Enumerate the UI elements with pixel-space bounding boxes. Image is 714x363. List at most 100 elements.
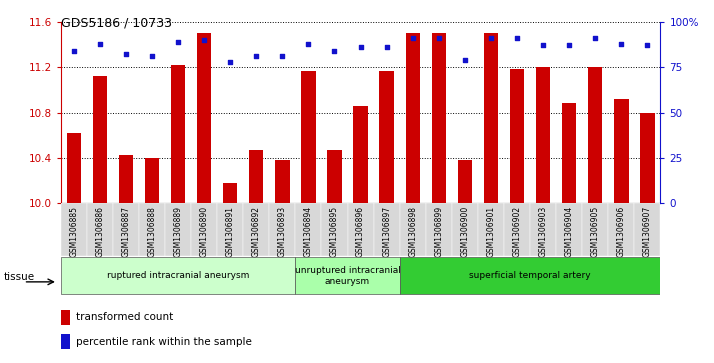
Bar: [379, 70, 394, 203]
Bar: [275, 160, 289, 203]
Bar: [634, 203, 660, 256]
Bar: [426, 203, 452, 256]
Text: GSM1306906: GSM1306906: [617, 206, 626, 257]
Bar: [348, 203, 373, 256]
Bar: [608, 203, 634, 256]
Bar: [171, 65, 185, 203]
Point: [433, 35, 445, 41]
Bar: [191, 203, 217, 256]
Point: [590, 35, 601, 41]
Bar: [536, 67, 550, 203]
Text: GSM1306903: GSM1306903: [538, 206, 548, 257]
Bar: [406, 33, 420, 203]
Bar: [458, 160, 472, 203]
Bar: [530, 203, 556, 256]
Text: GSM1306896: GSM1306896: [356, 206, 365, 257]
Point: [251, 53, 262, 59]
Point: [642, 42, 653, 48]
Point: [563, 42, 575, 48]
Bar: [93, 76, 107, 203]
Text: GSM1306902: GSM1306902: [513, 206, 521, 257]
Text: GSM1306895: GSM1306895: [330, 206, 339, 257]
Bar: [249, 150, 263, 203]
Bar: [145, 158, 159, 203]
Bar: [432, 33, 446, 203]
Text: GSM1306901: GSM1306901: [486, 206, 496, 257]
Text: GSM1306887: GSM1306887: [121, 206, 131, 257]
Bar: [61, 257, 296, 294]
Bar: [66, 133, 81, 203]
Point: [94, 41, 106, 46]
Text: GSM1306897: GSM1306897: [382, 206, 391, 257]
Point: [615, 41, 627, 46]
Point: [303, 41, 314, 46]
Bar: [223, 183, 237, 203]
Text: GSM1306904: GSM1306904: [565, 206, 573, 257]
Bar: [61, 310, 70, 325]
Bar: [510, 69, 524, 203]
Bar: [452, 203, 478, 256]
Text: GSM1306905: GSM1306905: [590, 206, 600, 257]
Point: [146, 53, 158, 59]
Bar: [484, 33, 498, 203]
Point: [511, 35, 523, 41]
Text: GSM1306907: GSM1306907: [643, 206, 652, 257]
Bar: [243, 203, 269, 256]
Text: ruptured intracranial aneurysm: ruptured intracranial aneurysm: [107, 272, 249, 280]
Point: [486, 35, 497, 41]
Text: percentile rank within the sample: percentile rank within the sample: [76, 337, 251, 347]
Point: [224, 59, 236, 65]
Bar: [296, 203, 321, 256]
Point: [538, 42, 549, 48]
Point: [172, 39, 183, 45]
Text: superficial temporal artery: superficial temporal artery: [469, 272, 591, 280]
Bar: [321, 203, 348, 256]
Bar: [353, 106, 368, 203]
Text: GSM1306891: GSM1306891: [226, 206, 235, 257]
Text: GSM1306900: GSM1306900: [461, 206, 469, 257]
Bar: [562, 103, 576, 203]
Bar: [301, 70, 316, 203]
Point: [459, 57, 471, 63]
Bar: [197, 33, 211, 203]
Point: [381, 44, 393, 50]
Point: [198, 37, 210, 43]
Bar: [640, 113, 655, 203]
Text: GSM1306899: GSM1306899: [434, 206, 443, 257]
Bar: [400, 203, 426, 256]
Point: [407, 35, 418, 41]
Text: transformed count: transformed count: [76, 312, 173, 322]
Bar: [119, 155, 133, 203]
Text: GSM1306892: GSM1306892: [252, 206, 261, 257]
Bar: [556, 203, 582, 256]
Text: GSM1306890: GSM1306890: [200, 206, 208, 257]
Bar: [217, 203, 243, 256]
Text: tissue: tissue: [4, 272, 35, 282]
Point: [120, 52, 131, 57]
Bar: [139, 203, 165, 256]
Bar: [165, 203, 191, 256]
Bar: [478, 203, 504, 256]
Bar: [269, 203, 296, 256]
Text: GSM1306886: GSM1306886: [95, 206, 104, 257]
Point: [68, 48, 79, 54]
Bar: [327, 150, 342, 203]
Text: GSM1306894: GSM1306894: [304, 206, 313, 257]
Bar: [400, 257, 660, 294]
Text: GSM1306889: GSM1306889: [174, 206, 183, 257]
Text: GSM1306885: GSM1306885: [69, 206, 79, 257]
Bar: [614, 99, 628, 203]
Text: GSM1306898: GSM1306898: [408, 206, 417, 257]
Text: GSM1306888: GSM1306888: [148, 206, 156, 257]
Bar: [588, 67, 603, 203]
Point: [276, 53, 288, 59]
Point: [328, 48, 340, 54]
Text: GSM1306893: GSM1306893: [278, 206, 287, 257]
Bar: [61, 203, 87, 256]
Text: unruptured intracranial
aneurysm: unruptured intracranial aneurysm: [295, 266, 401, 286]
Bar: [504, 203, 530, 256]
Bar: [113, 203, 139, 256]
Bar: [582, 203, 608, 256]
Bar: [373, 203, 400, 256]
Point: [355, 44, 366, 50]
